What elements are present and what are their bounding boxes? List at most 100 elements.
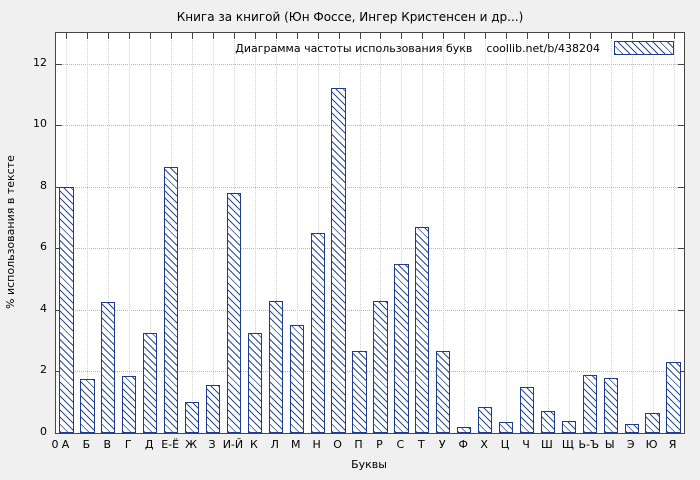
y-tick-mark — [678, 63, 684, 65]
x-tick-mark — [171, 33, 173, 39]
bar-Щ — [561, 420, 576, 433]
v-gridline — [213, 33, 214, 433]
bar-П — [352, 351, 367, 433]
bar-С — [394, 263, 409, 433]
x-origin-label: 0 — [51, 438, 59, 451]
v-gridline — [673, 33, 675, 433]
x-tick-label: Ю — [645, 438, 658, 451]
bar-К — [247, 333, 262, 433]
v-gridline — [506, 33, 508, 433]
x-tick-label: В — [103, 438, 112, 451]
x-tick-mark — [359, 33, 361, 39]
v-gridline — [275, 33, 277, 433]
x-tick-mark — [129, 33, 131, 39]
bar-Ь-Ъ — [582, 374, 597, 433]
x-tick-label: И-Й — [222, 438, 244, 451]
bar-Г — [122, 376, 137, 433]
x-tick-label: Х — [480, 438, 488, 451]
y-axis-label: % использования в тексте — [4, 155, 17, 309]
x-tick-label: К — [249, 438, 258, 451]
bar-Э — [624, 423, 639, 433]
y-tick-mark — [678, 433, 684, 434]
x-tick-mark — [547, 33, 549, 39]
v-gridline — [254, 33, 256, 433]
x-tick-label: М — [290, 438, 301, 451]
x-tick-label: Э — [626, 438, 635, 451]
y-tick-label: 2 — [40, 363, 47, 377]
bar-У — [436, 351, 451, 433]
y-tick-mark — [56, 371, 62, 373]
x-tick-mark — [150, 33, 152, 39]
bar-И-Й — [226, 193, 242, 433]
bar-Я — [666, 362, 681, 433]
x-tick-label: Е-Ё — [161, 438, 180, 451]
y-tick-label: 0 — [40, 425, 47, 438]
bar-Л — [268, 300, 283, 433]
x-tick-label: Т — [417, 438, 425, 451]
x-tick-mark — [485, 33, 487, 39]
v-gridline — [568, 33, 570, 433]
y-tick-label: 4 — [40, 301, 47, 315]
bar-З — [205, 385, 221, 433]
v-gridline — [485, 33, 487, 433]
bar-Д — [143, 333, 158, 433]
legend-swatch — [614, 41, 674, 55]
bar-Р — [373, 300, 388, 433]
x-tick-mark — [527, 33, 528, 39]
y-tick-mark — [56, 248, 62, 250]
y-tick-label: 12 — [33, 55, 47, 69]
v-gridline — [610, 33, 612, 433]
y-tick-label: 6 — [40, 240, 47, 254]
x-tick-mark — [610, 33, 612, 39]
y-tick-mark — [678, 248, 684, 250]
x-tick-mark — [631, 33, 633, 39]
x-tick-label: С — [396, 438, 405, 451]
h-gridline — [56, 248, 684, 250]
bar-Ю — [645, 413, 660, 433]
h-gridline — [56, 63, 684, 65]
x-tick-label: Щ — [561, 438, 574, 451]
v-gridline — [108, 33, 110, 433]
y-tick-mark — [56, 309, 62, 311]
x-tick-label: Л — [270, 438, 279, 451]
bar-Ч — [519, 386, 535, 433]
x-tick-mark — [317, 33, 319, 39]
x-tick-mark — [233, 33, 235, 39]
x-tick-mark — [673, 33, 675, 39]
x-tick-mark — [213, 33, 214, 39]
legend-text-group: Диаграмма частоты использования букв coo… — [235, 42, 600, 55]
x-tick-label: Б — [82, 438, 91, 451]
y-tick-mark — [56, 433, 62, 434]
bar-Ф — [457, 426, 472, 433]
v-gridline — [443, 33, 445, 433]
bar-Б — [80, 379, 95, 433]
bar-Ц — [498, 422, 514, 433]
v-gridline — [192, 33, 194, 433]
x-tick-mark — [422, 33, 424, 39]
x-tick-label: Ц — [500, 438, 510, 451]
x-tick-label: У — [438, 438, 446, 451]
v-gridline — [652, 33, 654, 433]
h-gridline — [56, 309, 684, 311]
x-tick-label: Д — [144, 438, 154, 451]
bar-Х — [478, 406, 493, 433]
x-tick-mark — [192, 33, 194, 39]
plot-area: Диаграмма частоты использования букв coo… — [55, 32, 685, 434]
x-tick-label: Н — [312, 438, 321, 451]
bar-Ж — [184, 402, 200, 433]
bar-А — [59, 186, 74, 433]
v-gridline — [150, 33, 152, 433]
y-tick-mark — [56, 63, 62, 65]
x-tick-label: А — [61, 438, 70, 451]
x-tick-label: Я — [668, 438, 677, 451]
y-tick-label: 10 — [33, 117, 47, 131]
x-tick-mark — [464, 33, 466, 39]
bar-О — [331, 88, 346, 433]
x-tick-label: Ч — [522, 438, 530, 451]
y-tick-mark — [56, 186, 62, 188]
y-tick-mark — [56, 125, 62, 127]
x-axis-label: Буквы — [351, 458, 387, 471]
x-tick-mark — [254, 33, 256, 39]
bar-Т — [415, 226, 430, 433]
